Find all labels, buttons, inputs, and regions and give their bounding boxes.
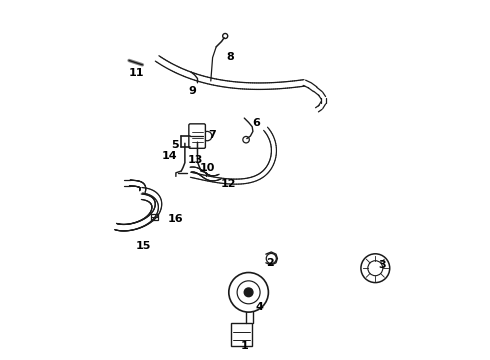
- Text: 10: 10: [199, 163, 215, 174]
- Text: 15: 15: [136, 240, 151, 251]
- Text: 6: 6: [252, 118, 260, 128]
- Text: 1: 1: [241, 341, 249, 351]
- Circle shape: [244, 288, 253, 297]
- Text: 3: 3: [378, 260, 386, 270]
- Text: 2: 2: [267, 258, 274, 268]
- Text: 14: 14: [162, 150, 177, 161]
- Text: 8: 8: [227, 52, 235, 62]
- Text: 7: 7: [209, 130, 217, 140]
- FancyBboxPatch shape: [189, 124, 205, 148]
- FancyBboxPatch shape: [231, 323, 252, 346]
- FancyBboxPatch shape: [151, 214, 158, 220]
- Text: 16: 16: [168, 214, 184, 224]
- Text: 4: 4: [255, 302, 263, 312]
- Text: 9: 9: [189, 86, 197, 96]
- Text: 13: 13: [188, 155, 203, 165]
- Text: 11: 11: [128, 68, 144, 78]
- Text: 5: 5: [171, 140, 179, 150]
- Text: 12: 12: [221, 179, 237, 189]
